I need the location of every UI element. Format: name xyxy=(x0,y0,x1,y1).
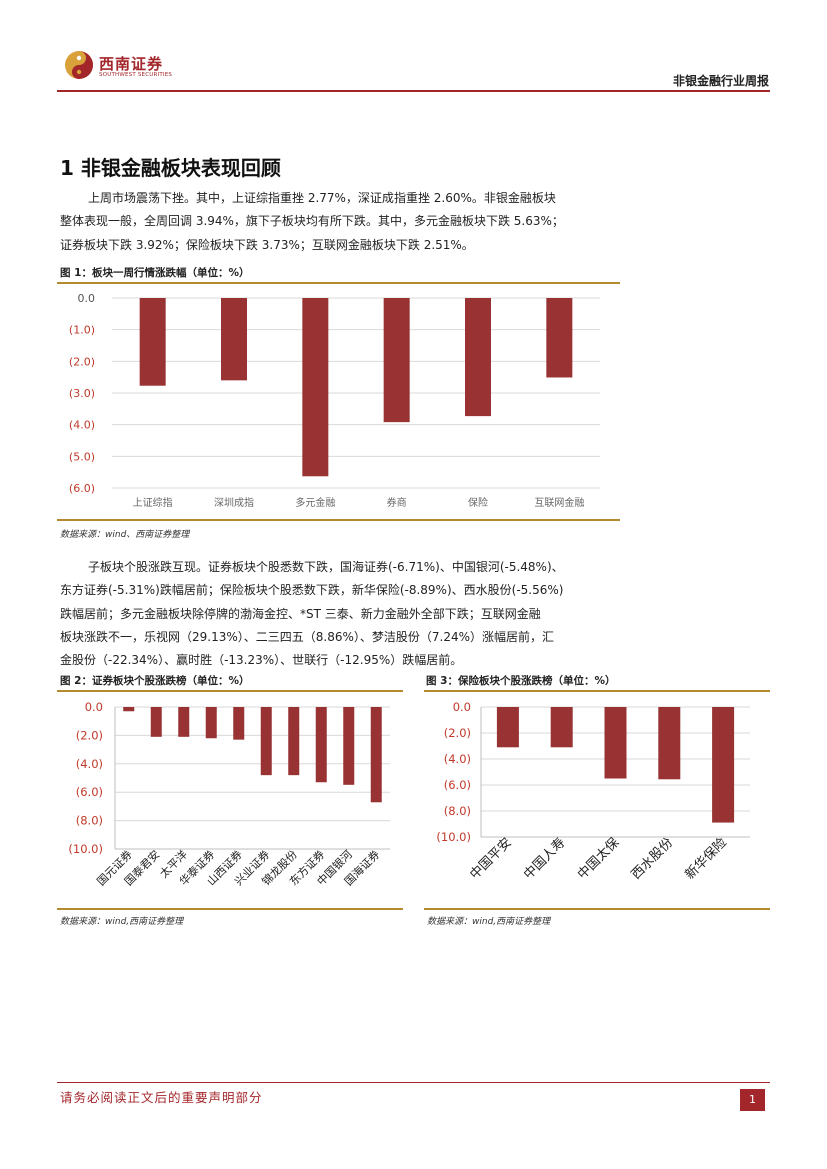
paragraph-line: 板块涨跌不一，乐视网（29.13%）、二三四五（8.86%）、梦洁股份（7.24… xyxy=(60,629,555,644)
x-category-label: 多元金融 xyxy=(295,496,335,509)
bar xyxy=(221,298,247,381)
figure3-bottom-rule xyxy=(424,908,770,910)
bar xyxy=(205,707,217,739)
footer-divider xyxy=(57,1082,770,1083)
header-divider xyxy=(57,90,770,92)
paragraph-line: 跌幅居前；多元金融板块除停牌的渤海金控、*ST 三泰、新力金融外全部下跌；互联网… xyxy=(60,606,541,621)
y-tick-label: (6.0) xyxy=(444,778,471,792)
bar xyxy=(288,707,300,776)
y-tick-label: (6.0) xyxy=(69,482,95,495)
x-category-label: 保险 xyxy=(468,496,488,509)
paragraph-line: 证券板块下跌 3.92%；保险板块下跌 3.73%；互联网金融板块下跌 2.51… xyxy=(60,237,474,252)
y-tick-label: 0.0 xyxy=(453,700,471,714)
y-tick-label: (4.0) xyxy=(76,757,103,771)
bar xyxy=(383,298,410,423)
bar xyxy=(546,298,573,378)
bar xyxy=(233,707,245,740)
paragraph-line: 子板块个股涨跌互现。证券板块个股悉数下跌，国海证券(-6.71%)、中国银河(-… xyxy=(88,560,564,574)
bar xyxy=(315,707,327,783)
figure2-title: 图 2：证券板块个股涨跌榜（单位：%） xyxy=(60,675,250,687)
summary-paragraph: 上周市场震荡下挫。其中，上证综指重挫 2.77%，深证成指重挫 2.60%。非银… xyxy=(60,187,625,257)
figure1-bottom-rule xyxy=(57,519,620,521)
bar xyxy=(260,707,272,776)
footer-disclaimer: 请务必阅读正文后的重要声明部分 xyxy=(60,1090,263,1105)
figure3-top-rule xyxy=(424,690,770,692)
y-tick-label: (10.0) xyxy=(436,830,471,844)
stock-movement-paragraph: 子板块个股涨跌互现。证券板块个股悉数下跌，国海证券(-6.71%)、中国银河(-… xyxy=(60,556,625,672)
bar xyxy=(123,707,135,712)
paragraph-line: 整体表现一般，全周回调 3.94%，旗下子板块均有所下跌。其中，多元金融板块下跌… xyxy=(60,214,564,229)
y-tick-label: (10.0) xyxy=(68,842,103,856)
figure1-source: 数据来源：wind、西南证券整理 xyxy=(60,530,190,540)
y-tick-label: (2.0) xyxy=(69,355,95,368)
y-tick-label: (4.0) xyxy=(69,419,95,432)
x-category-label: 中国太保 xyxy=(575,835,622,882)
bar xyxy=(658,707,681,780)
x-category-label: 新华保险 xyxy=(682,835,730,883)
figure2-chart: 0.0(2.0)(4.0)(6.0)(8.0)(10.0)国元证券国泰君安太平洋… xyxy=(68,700,390,888)
y-tick-label: 0.0 xyxy=(85,700,103,714)
y-tick-label: (8.0) xyxy=(76,814,103,828)
bar xyxy=(550,707,573,748)
y-tick-label: (8.0) xyxy=(444,804,471,818)
x-category-label: 深圳成指 xyxy=(214,496,254,509)
figure3-chart: 0.0 (2.0) (4.0) (6.0) (8.0) (10.0)中国平安 中国人寿 中国太… xyxy=(436,700,750,883)
bar xyxy=(139,298,166,386)
y-tick-label: (3.0) xyxy=(69,387,95,400)
x-category-label: 中国平安 xyxy=(467,835,514,882)
y-tick-label: 0.0 xyxy=(78,292,96,305)
x-category-label: 西水股份 xyxy=(629,835,676,882)
x-category-label: 中国人寿 xyxy=(521,835,568,882)
figure2-top-rule xyxy=(57,690,403,692)
bar xyxy=(370,707,382,803)
paragraph-line: 金股份（-22.34%）、赢时胜（-13.23%）、世联行（-12.95%）跌幅… xyxy=(60,653,463,668)
logo-chinese-name: 西南证券 xyxy=(99,55,164,73)
figure1-chart: 0.0 (1.0) (2.0) (3.0) (4.0) (5.0) (6.0) 上证综指 深圳成… xyxy=(69,292,600,509)
figure1-title: 图 1：板块一周行情涨跌幅（单位：%） xyxy=(60,267,250,279)
bar xyxy=(465,298,491,417)
bar xyxy=(604,707,627,779)
figure3-source: 数据来源：wind,西南证券整理 xyxy=(427,917,551,927)
company-logo-icon xyxy=(65,51,93,79)
y-tick-label: (1.0) xyxy=(69,324,95,337)
figure3-title: 图 3：保险板块个股涨跌榜（单位：%） xyxy=(426,675,616,687)
paragraph-line: 东方证券(-5.31%)跌幅居前；保险板块个股悉数下跌，新华保险(-8.89%)… xyxy=(60,583,564,598)
bar xyxy=(178,707,190,737)
figure2-source: 数据来源：wind,西南证券整理 xyxy=(60,917,184,927)
bar xyxy=(343,707,355,785)
page-number: 1 xyxy=(740,1089,765,1111)
bar xyxy=(150,707,162,737)
y-tick-label: (6.0) xyxy=(76,785,103,799)
y-tick-label: (2.0) xyxy=(76,728,103,742)
logo-english-name: SOUTHWEST SECURITIES xyxy=(99,72,173,78)
report-title: 非银金融行业周报 xyxy=(672,74,769,88)
bar xyxy=(302,298,329,477)
paragraph-line: 上周市场震荡下挫。其中，上证综指重挫 2.77%，深证成指重挫 2.60%。非银… xyxy=(88,191,556,205)
figure1-top-rule xyxy=(57,282,620,284)
x-category-label: 互联网金融 xyxy=(534,496,584,509)
x-category-label: 券商 xyxy=(387,496,407,509)
y-tick-label: (4.0) xyxy=(444,752,471,766)
figure2-bottom-rule xyxy=(57,908,403,910)
y-tick-label: (5.0) xyxy=(69,450,95,463)
section-heading: 1 非银金融板块表现回顾 xyxy=(60,156,281,180)
bar xyxy=(712,707,735,823)
bar xyxy=(496,707,519,748)
x-category-label: 上证综指 xyxy=(133,496,173,509)
y-tick-label: (2.0) xyxy=(444,726,471,740)
